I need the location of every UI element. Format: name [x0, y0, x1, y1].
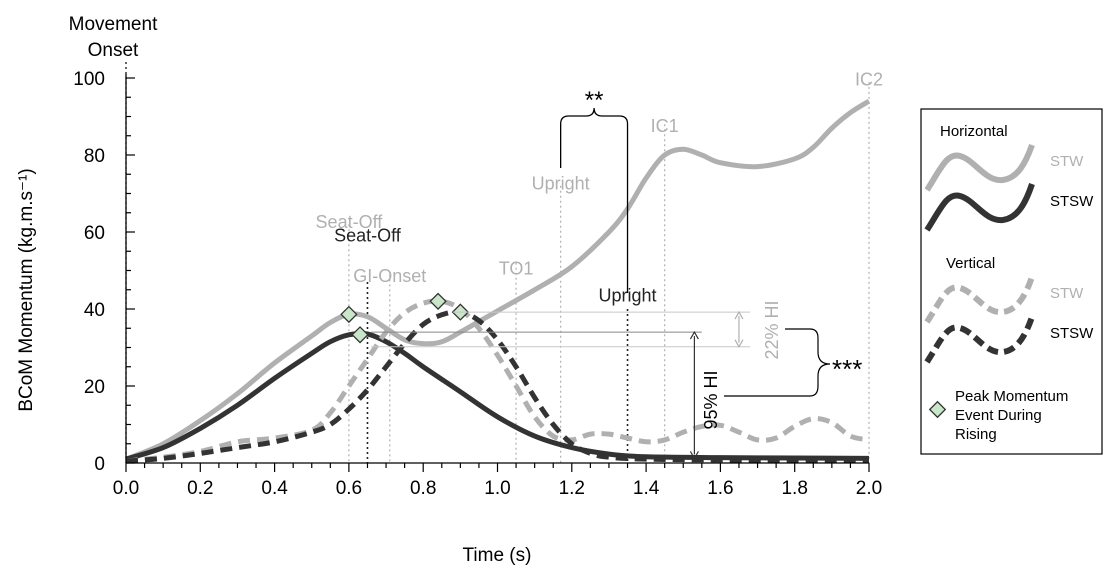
peak-marker-2 — [429, 292, 447, 310]
hi-arrow-horizontal-head-bottom — [689, 451, 699, 460]
legend-line-vertical-stw — [924, 276, 1035, 324]
series-line-vertical-stw — [125, 298, 870, 464]
legend-label-horizontal-stw: STW — [1050, 153, 1084, 170]
hi-horizontal-label: 95% HI — [701, 370, 721, 429]
legend: Horizontal STW STSW Vertical STW STSW Pe… — [920, 108, 1103, 455]
legend-line-horizontal-stsw — [924, 183, 1035, 232]
hi-arrow-horizontal-head-top — [689, 330, 699, 340]
x-axis-label: Time (s) — [463, 545, 532, 566]
x-tick-label: 1.0 — [484, 478, 510, 499]
hi-arrow-vertical-head-bottom — [734, 339, 744, 348]
x-tick-label: 1.2 — [559, 478, 585, 499]
series-line-horizontal-stw — [125, 98, 871, 462]
y-tick-label: 20 — [84, 377, 105, 398]
legend-peak-label-line2: Event During — [955, 407, 1042, 424]
event-label-7: IC2 — [855, 70, 883, 90]
event-label-4: Upright — [532, 174, 590, 194]
movement-onset-label-line1: Movement — [69, 14, 158, 35]
x-tick-label: 0.8 — [410, 478, 436, 499]
event-label-0: Seat-Off — [316, 212, 384, 232]
legend-label-horizontal-stsw: STSW — [1050, 193, 1094, 210]
x-tick-label: 0.2 — [187, 478, 213, 499]
legend-label-vertical-stsw: STSW — [1050, 325, 1094, 342]
x-tick-label: 0.6 — [336, 478, 362, 499]
hi-vertical-label: 22% HI — [762, 300, 782, 359]
peak-marker-1 — [351, 326, 369, 344]
legend-label-vertical-stw: STW — [1050, 285, 1084, 302]
y-tick-label: 100 — [73, 69, 105, 90]
series-line-vertical-stsw — [125, 309, 870, 464]
legend-peak-label-line1: Peak Momentum — [955, 388, 1068, 405]
legend-line-vertical-stsw — [924, 316, 1035, 364]
y-tick-label: 40 — [84, 300, 105, 321]
y-tick-label: 80 — [84, 146, 105, 167]
x-tick-label: 2.0 — [856, 478, 882, 499]
hi-arrow-vertical-head-top — [734, 310, 744, 320]
event-label-6: IC1 — [651, 116, 679, 136]
upright-difference-stars: ** — [585, 87, 604, 114]
x-tick-label: 1.6 — [707, 478, 733, 499]
legend-peak-label-line3: Rising — [955, 426, 997, 443]
legend-peak-marker-icon — [928, 400, 947, 419]
x-tick-label: 1.4 — [633, 478, 660, 499]
event-label-5: Upright — [599, 285, 657, 305]
x-tick-label: 1.8 — [781, 478, 807, 499]
hi-difference-bracket — [724, 328, 831, 397]
event-label-2: GI-Onset — [353, 266, 426, 286]
hi-difference-stars: *** — [832, 354, 862, 384]
legend-box — [920, 108, 1103, 455]
upright-difference-brace — [560, 107, 629, 293]
peak-marker-0 — [340, 305, 358, 324]
legend-line-horizontal-stw — [924, 144, 1035, 192]
y-tick-label: 0 — [94, 454, 105, 475]
legend-title-vertical: Vertical — [946, 255, 995, 272]
y-axis-label: BCoM Momentum (kg.m.s⁻¹) — [16, 168, 37, 411]
event-label-1: Seat-Off — [334, 226, 402, 246]
legend-title-horizontal: Horizontal — [940, 123, 1008, 140]
x-tick-label: 0.4 — [261, 478, 288, 499]
y-tick-label: 60 — [84, 223, 105, 244]
event-label-3: TO1 — [499, 258, 534, 278]
x-tick-label: 0.0 — [113, 478, 139, 499]
movement-onset-label-line2: Onset — [88, 40, 139, 61]
